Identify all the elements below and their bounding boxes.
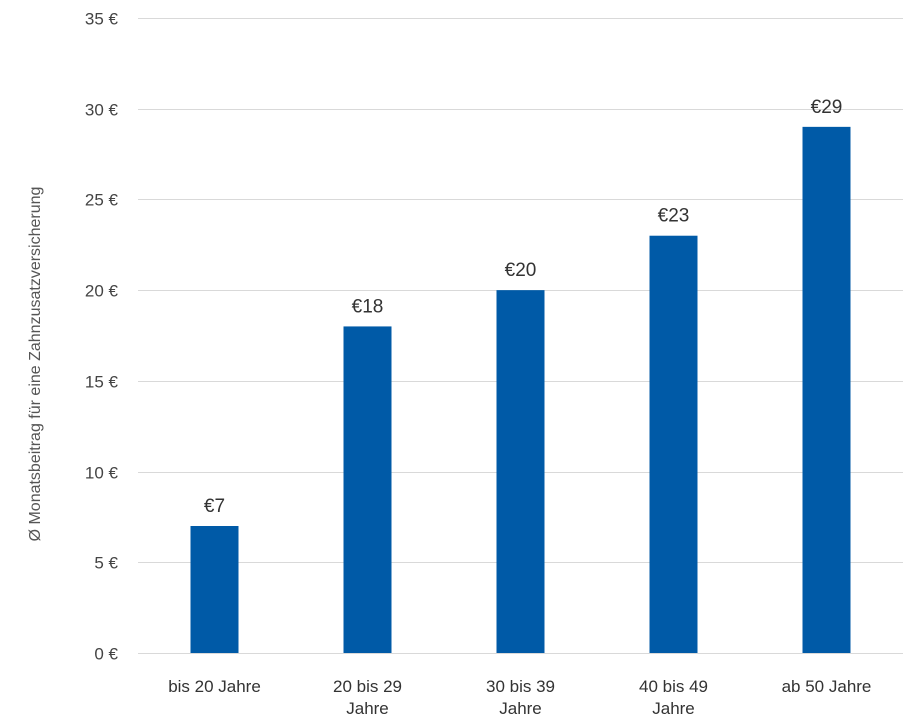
x-tick-label-line: bis 20 Jahre bbox=[168, 677, 261, 696]
y-tick-label: 20 € bbox=[85, 282, 119, 301]
bars bbox=[190, 126, 851, 654]
y-axis-title: Ø Monatsbeitrag für eine Zahnzusatzversi… bbox=[27, 187, 44, 542]
data-label: €29 bbox=[811, 97, 843, 118]
x-tick-label: ab 50 Jahre bbox=[782, 677, 872, 696]
y-tick-label: 30 € bbox=[85, 101, 119, 120]
y-tick-label: 25 € bbox=[85, 191, 119, 210]
bar bbox=[190, 526, 239, 653]
data-label: €20 bbox=[505, 260, 537, 281]
y-tick-label: 5 € bbox=[94, 554, 118, 573]
y-axis-ticks: 0 € 5 € 10 € 15 € 20 € 25 € 30 € 35 € bbox=[85, 10, 119, 664]
x-tick-label-line: 30 bis 39 bbox=[486, 677, 555, 696]
data-labels: €7 €18 €20 €23 €29 bbox=[204, 97, 842, 517]
y-tick-label: 10 € bbox=[85, 464, 119, 483]
bar bbox=[343, 326, 392, 653]
data-label: €18 bbox=[352, 296, 384, 317]
bar bbox=[496, 290, 545, 653]
x-tick-label-line: 40 bis 49 bbox=[639, 677, 708, 696]
y-tick-label: 0 € bbox=[94, 645, 118, 664]
bar bbox=[649, 235, 698, 653]
data-label: €23 bbox=[658, 206, 690, 227]
data-label: €7 bbox=[204, 496, 225, 517]
x-axis-labels: bis 20 Jahre 20 bis 29 Jahre 30 bis 39 Jahre… bbox=[168, 677, 871, 718]
x-tick-label: 40 bis 49 Jahre bbox=[639, 677, 708, 718]
x-tick-label-line: Jahre bbox=[346, 699, 389, 718]
y-tick-label: 15 € bbox=[85, 373, 119, 392]
x-tick-label: 20 bis 29 Jahre bbox=[333, 677, 402, 718]
x-tick-label-line: Jahre bbox=[652, 699, 695, 718]
bar bbox=[802, 126, 851, 654]
y-tick-label: 35 € bbox=[85, 10, 119, 29]
x-tick-label-line: 20 bis 29 bbox=[333, 677, 402, 696]
x-tick-label-line: ab 50 Jahre bbox=[782, 677, 872, 696]
x-tick-label: 30 bis 39 Jahre bbox=[486, 677, 555, 718]
x-tick-label: bis 20 Jahre bbox=[168, 677, 261, 696]
x-tick-label-line: Jahre bbox=[499, 699, 542, 718]
